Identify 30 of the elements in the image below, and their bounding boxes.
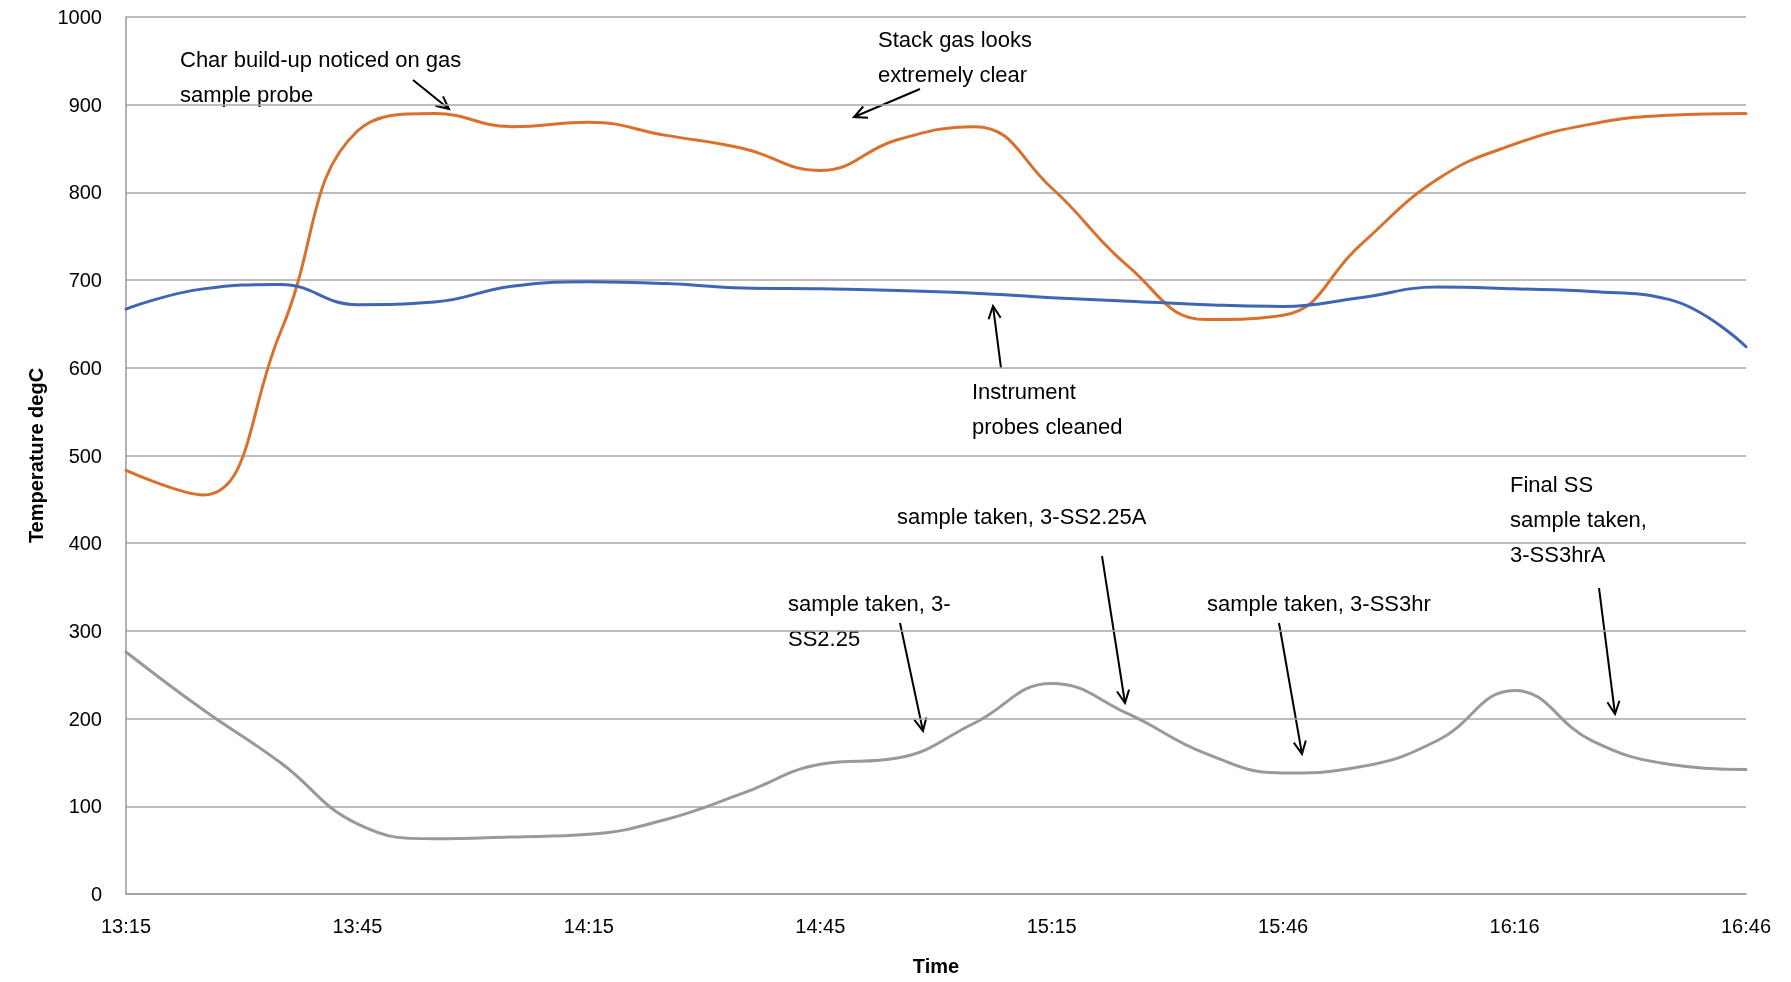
y-tick-label: 900: [68, 93, 102, 116]
annotation: sample taken, 3- SS2.25: [788, 591, 951, 651]
x-tick-label: 16:46: [1720, 915, 1772, 937]
annotation: sample taken, 3-SS2.25A: [897, 504, 1147, 529]
x-axis-title: Time: [912, 955, 960, 977]
y-tick-label: 100: [68, 795, 102, 818]
y-tick-label: 500: [68, 444, 102, 467]
annotation: Final SS sample taken, 3-SS3hrA: [1510, 472, 1647, 567]
x-tick-label: 16:16: [1489, 915, 1540, 937]
x-tick-label: 15:46: [1258, 915, 1309, 937]
y-tick-label: 800: [68, 181, 102, 204]
x-tick-label: 14:45: [795, 915, 846, 937]
y-tick-label: 400: [68, 532, 102, 555]
annotation: Stack gas looks extremely clear: [878, 27, 1033, 87]
y-tick-label: 1000: [57, 6, 102, 28]
y-tick-label: 300: [68, 619, 102, 642]
y-axis-title: Temperature degC: [25, 367, 47, 544]
line-series: [124, 280, 1748, 349]
x-tick-label: 15:15: [1026, 915, 1077, 937]
y-tick-label: 200: [68, 707, 102, 730]
x-tick-label: 13:15: [100, 915, 152, 937]
line-series: [124, 111, 1748, 497]
y-tick-label: 600: [68, 356, 102, 379]
y-tick-label: 700: [68, 269, 102, 292]
annotation: sample taken, 3-SS3hr: [1207, 591, 1431, 616]
y-tick-label: 0: [90, 883, 102, 905]
x-tick-label: 13:45: [332, 915, 383, 937]
annotation: Char build-up noticed on gas sample probe: [180, 47, 462, 107]
x-tick-label: 14:15: [563, 915, 614, 937]
annotation: Instrument probes cleaned: [972, 379, 1123, 439]
